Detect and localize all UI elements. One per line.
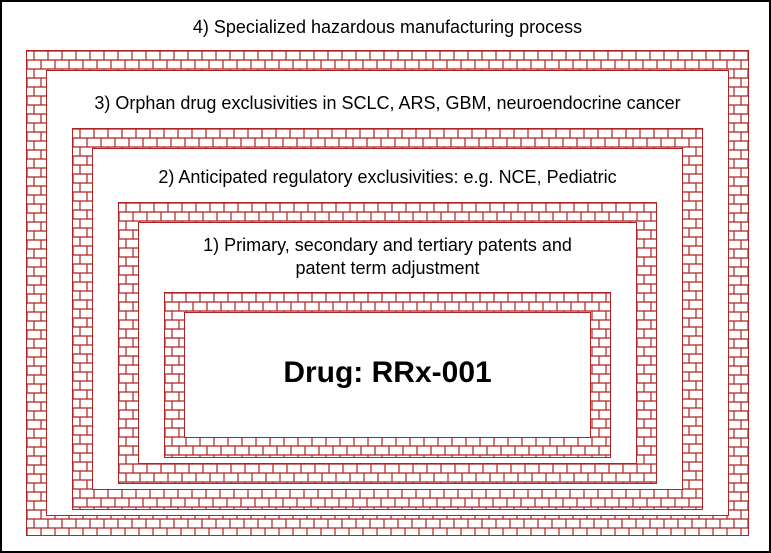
diagram-canvas: 4) Specialized hazardous manufacturing p… <box>0 0 771 553</box>
center-label: Drug: RRx-001 <box>184 354 591 392</box>
layer-1-label: 1) Primary, secondary and tertiary paten… <box>138 234 637 279</box>
layer-2-label: 2) Anticipated regulatory exclusivities:… <box>92 166 683 189</box>
layer-3-label: 3) Orphan drug exclusivities in SCLC, AR… <box>46 92 729 115</box>
layer-4-label: 4) Specialized hazardous manufacturing p… <box>26 16 749 39</box>
